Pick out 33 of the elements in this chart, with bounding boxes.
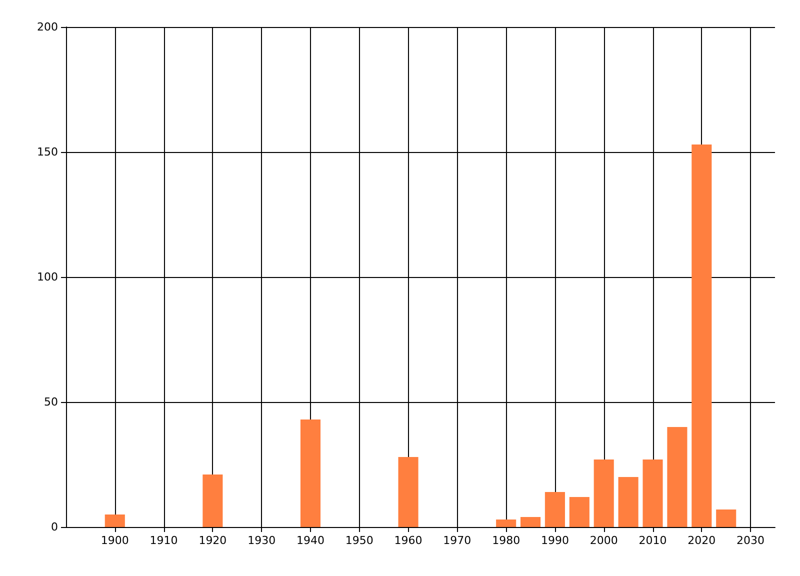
bar — [716, 510, 736, 527]
x-tick-label: 1910 — [150, 534, 178, 547]
x-tick-label: 1970 — [443, 534, 472, 547]
bar — [569, 497, 590, 527]
x-tick-label: 1980 — [492, 534, 520, 547]
bar — [642, 460, 663, 527]
x-tick-label: 1930 — [248, 534, 276, 547]
bar — [496, 520, 516, 527]
bar — [594, 460, 614, 527]
y-tick-label: 100 — [37, 270, 58, 284]
y-tick-label: 50 — [44, 396, 58, 408]
bar — [398, 457, 418, 527]
x-tick-label: 1960 — [394, 534, 422, 547]
bar — [544, 492, 565, 527]
x-tick-label: 1920 — [198, 534, 227, 547]
x-tick-label: 1940 — [296, 534, 324, 547]
bar — [104, 514, 125, 527]
y-tick-label: 0 — [51, 520, 58, 534]
bar — [300, 420, 321, 527]
y-tick-label: 200 — [37, 20, 58, 34]
x-tick-label: 2030 — [736, 534, 765, 547]
x-tick-label: 2000 — [590, 534, 618, 547]
y-tick-label: 150 — [37, 146, 58, 158]
bar — [520, 517, 541, 527]
x-tick-label: 1990 — [540, 534, 569, 547]
bar — [202, 474, 223, 527]
x-tick-label: 1950 — [345, 534, 374, 547]
x-tick-label: 2020 — [688, 534, 716, 547]
bar — [618, 477, 638, 527]
x-tick-label: 1900 — [100, 534, 129, 547]
bar — [692, 144, 712, 527]
x-tick-label: 2010 — [638, 534, 667, 547]
bar — [667, 427, 688, 527]
